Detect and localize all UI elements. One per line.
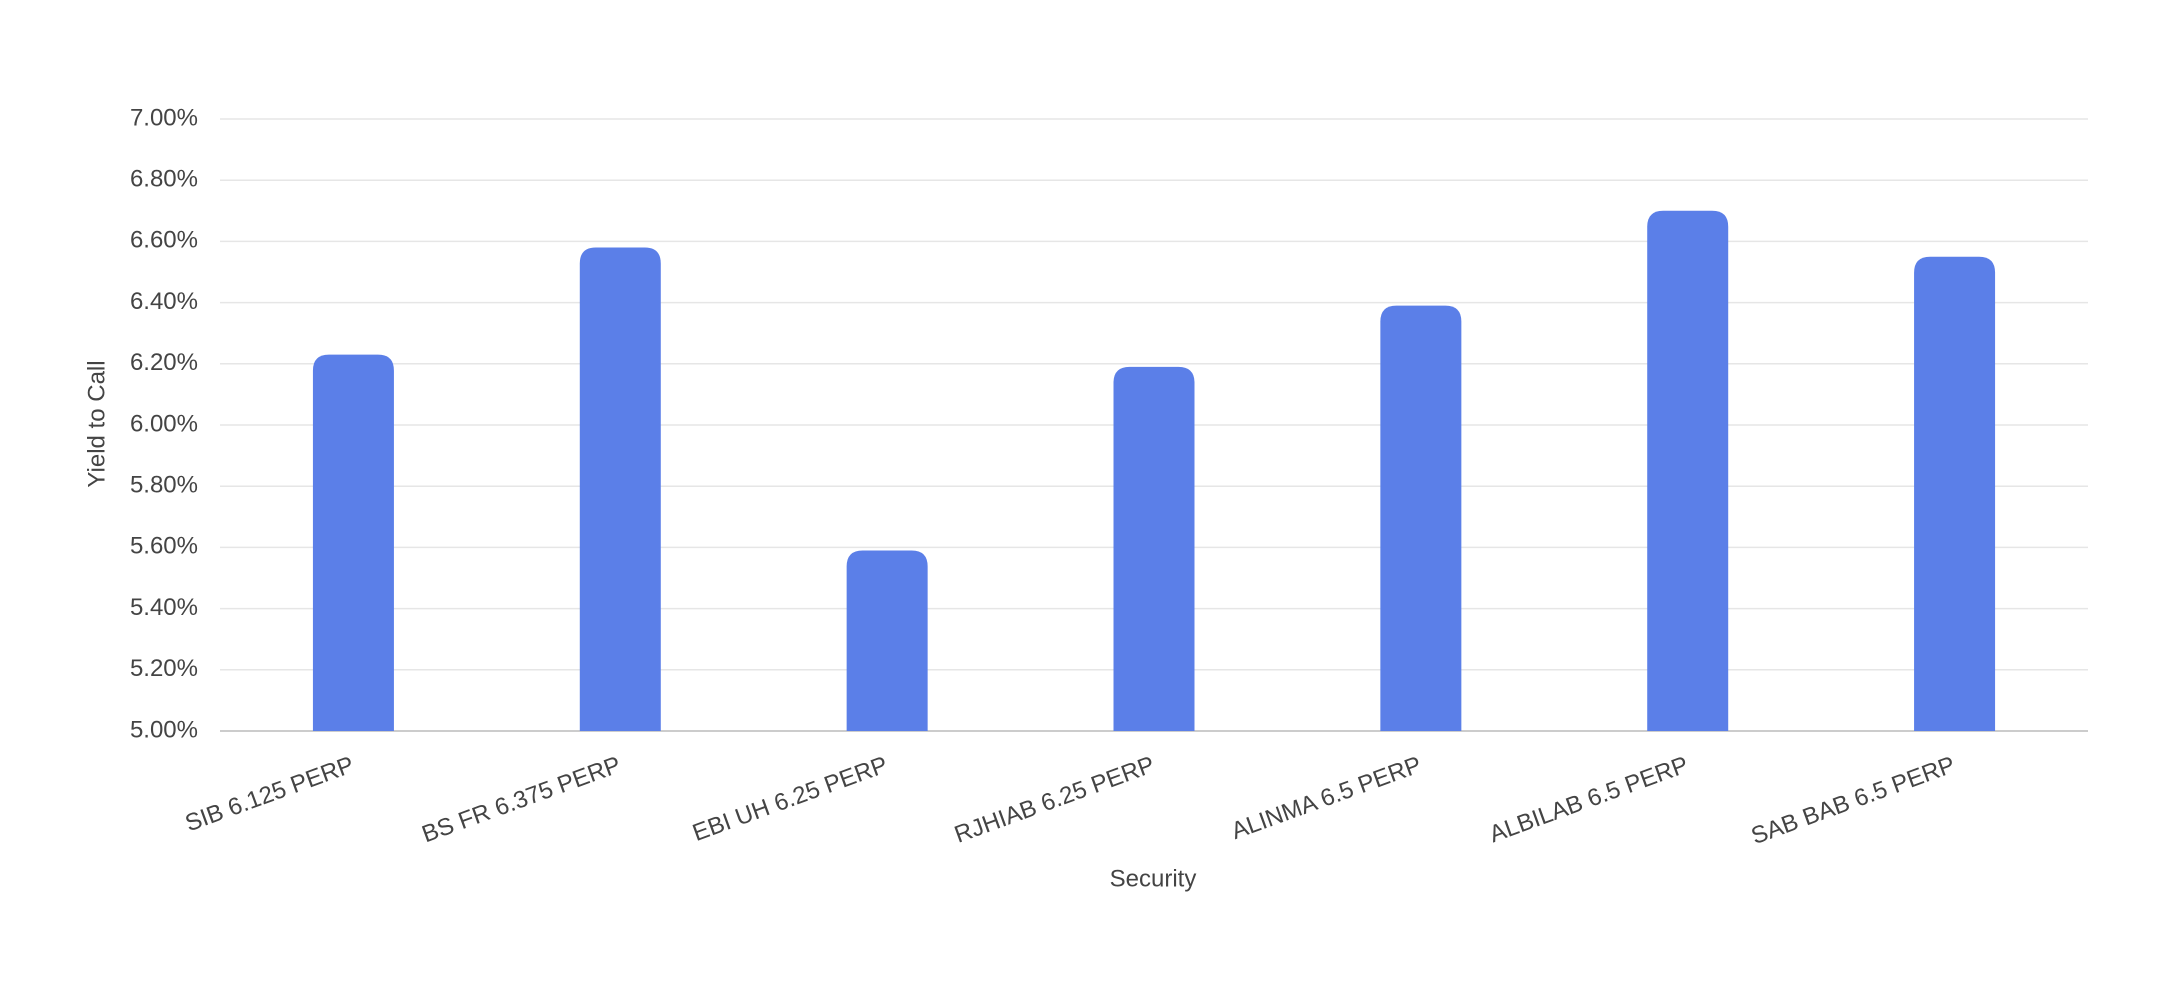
x-tick-label: SIB 6.125 PERP	[182, 751, 358, 837]
y-tick-label: 7.00%	[130, 104, 198, 131]
bar	[1647, 210, 1729, 732]
x-tick-label: BS FR 6.375 PERP	[418, 751, 624, 848]
y-tick-label: 6.40%	[130, 288, 198, 315]
x-tick-label: ALINMA 6.5 PERP	[1228, 751, 1425, 845]
y-tick-label: 6.80%	[130, 166, 198, 193]
y-tick-label: 6.20%	[130, 349, 198, 376]
x-tick-label: ALBILAB 6.5 PERP	[1486, 751, 1692, 848]
y-tick-label: 5.40%	[130, 594, 198, 621]
y-tick-label: 5.60%	[130, 533, 198, 560]
y-tick-label: 6.00%	[130, 410, 198, 437]
bar	[1113, 366, 1195, 731]
bar	[1914, 256, 1996, 731]
x-tick-label: EBI UH 6.25 PERP	[689, 751, 891, 847]
y-tick-label: 5.80%	[130, 472, 198, 499]
y-axis-title: Yield to Call	[83, 360, 110, 487]
x-tick-label: SAB BAB 6.5 PERP	[1748, 751, 1959, 850]
y-tick-label: 6.60%	[130, 227, 198, 254]
y-tick-label: 5.20%	[130, 655, 198, 682]
bar	[1380, 305, 1462, 731]
y-tick-label: 5.00%	[130, 716, 198, 743]
bar	[846, 550, 928, 731]
x-tick-label: RJHIAB 6.25 PERP	[951, 751, 1158, 848]
bar	[312, 354, 394, 731]
x-axis-title: Security	[1110, 865, 1197, 892]
bar	[579, 247, 661, 731]
